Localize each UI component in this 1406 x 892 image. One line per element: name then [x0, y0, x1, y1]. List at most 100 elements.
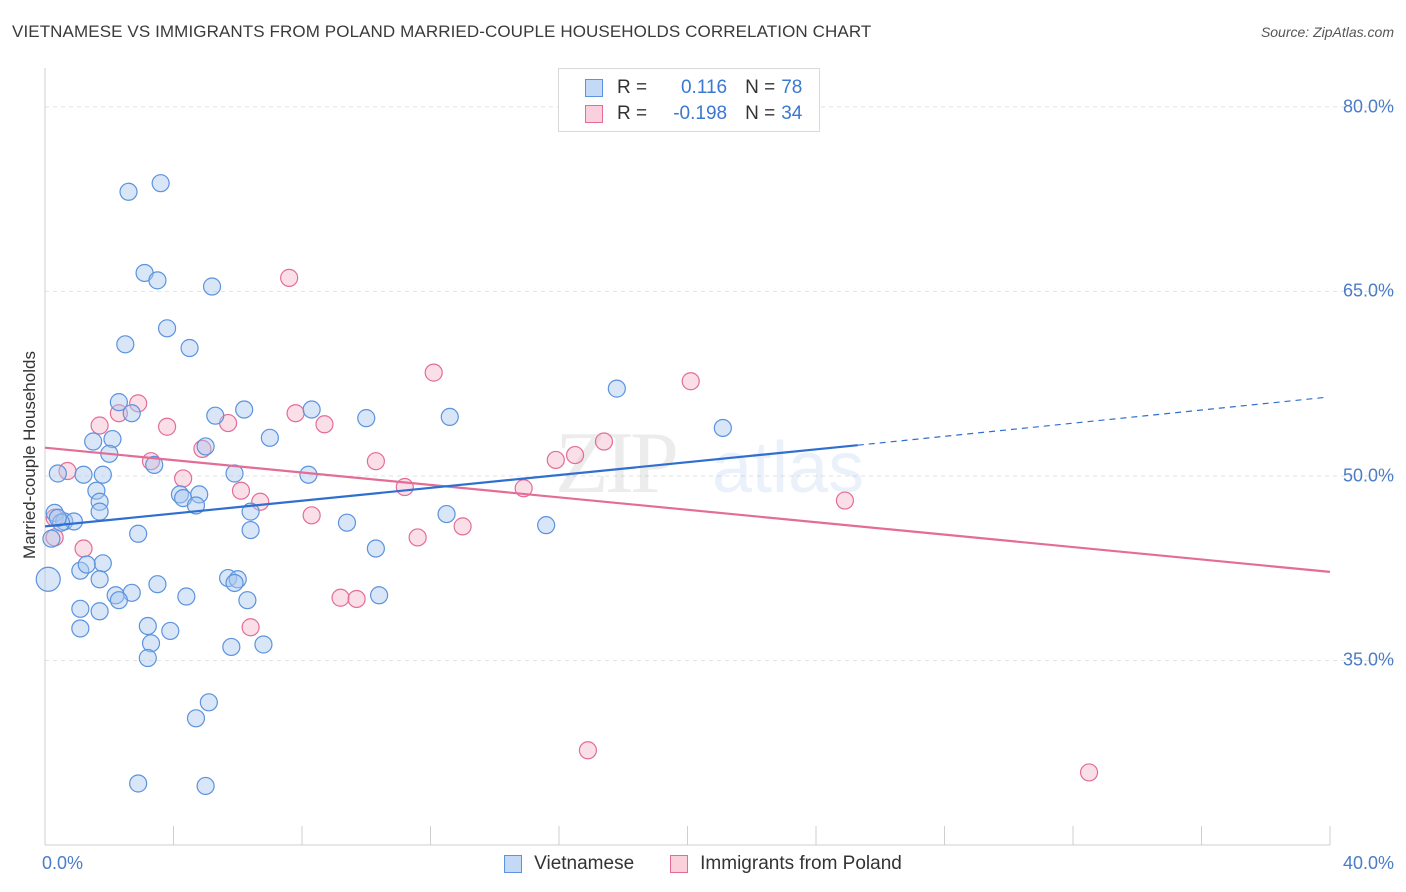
vietnamese-point — [48, 464, 67, 483]
poland-trend-line — [44, 446, 1331, 573]
vietnamese-point — [71, 619, 90, 638]
poland-point — [835, 491, 855, 510]
vietnamese-point — [186, 709, 206, 728]
legend-item-poland[interactable]: Immigrants from Poland — [670, 853, 902, 875]
vietnamese-point — [103, 429, 122, 449]
vietnamese-point — [607, 379, 626, 398]
vietnamese-point — [138, 616, 157, 636]
vietnamese-point — [199, 693, 218, 712]
vietnamese-point — [129, 524, 148, 543]
vietnamese-point — [241, 520, 260, 540]
trend-lines — [44, 396, 1331, 573]
poland-point — [241, 618, 260, 637]
vietnamese-point — [84, 432, 103, 451]
x-tick-min: 0.0% — [42, 853, 84, 873]
axes — [44, 68, 1331, 846]
poland-point — [366, 452, 385, 471]
gridlines — [45, 106, 1395, 661]
vietnamese-point — [74, 465, 93, 484]
vietnamese-point — [440, 407, 459, 427]
vietnamese-point — [148, 575, 167, 594]
poland-point — [174, 469, 193, 488]
vietnamese-point — [260, 428, 279, 447]
source-label: Source: ZipAtlas.com — [1260, 24, 1394, 40]
vietnamese-point — [222, 637, 241, 657]
legend-r-label: R = — [617, 77, 648, 98]
legend-n-label: N = — [745, 77, 776, 98]
poland-point — [408, 528, 427, 547]
vietnamese-point — [357, 409, 376, 428]
vietnamese-point — [196, 437, 215, 456]
vietnamese-point — [141, 634, 161, 653]
y-tick-label: 35.0% — [1342, 649, 1394, 670]
poland-point — [1079, 763, 1099, 782]
vietnamese-point — [157, 319, 177, 338]
vietnamese-point — [122, 404, 141, 423]
poland-point — [231, 481, 251, 500]
legend-swatch-pink — [670, 855, 689, 873]
y-tick-label: 80.0% — [1342, 96, 1394, 117]
legend-n-value: 78 — [781, 77, 803, 98]
vietnamese-point — [35, 566, 61, 592]
chart-title: VIETNAMESE VS IMMIGRANTS FROM POLAND MAR… — [12, 22, 872, 41]
poland-point — [129, 394, 148, 413]
legend-n-label: N = — [745, 103, 776, 124]
vietnamese-point — [77, 555, 96, 574]
y-tick-label: 65.0% — [1342, 280, 1394, 301]
vietnamese-point — [71, 599, 90, 618]
poland-point — [594, 432, 614, 451]
legend-r-value: 0.116 — [680, 77, 728, 98]
vietnamese-point — [138, 648, 157, 668]
vietnamese-point — [437, 504, 456, 524]
vietnamese-point — [90, 502, 109, 521]
legend-swatch-blue — [504, 855, 523, 873]
vietnamese-point — [119, 182, 138, 201]
legend-swatch-pink — [585, 105, 603, 123]
vietnamese-point — [254, 635, 273, 654]
poland-point — [347, 589, 366, 609]
vietnamese-point — [151, 174, 170, 193]
vietnamese-point — [238, 591, 257, 610]
legend-label: Vietnamese — [534, 853, 635, 874]
vietnamese-point — [109, 393, 128, 412]
series-legend: Vietnamese Immigrants from Poland — [0, 853, 1406, 875]
legend-item-vietnamese[interactable]: Vietnamese — [504, 853, 634, 875]
poland-point — [74, 539, 93, 558]
vietnamese-point — [370, 586, 389, 605]
vietnamese-point — [129, 774, 148, 793]
legend-row-poland: R = -0.198 N = 34 — [585, 103, 802, 125]
vietnamese-point — [225, 573, 244, 593]
legend-n-value: 34 — [781, 103, 803, 124]
vietnamese-point — [90, 570, 109, 589]
vietnamese-point — [51, 513, 71, 532]
poland-point — [681, 372, 700, 391]
poland-point — [315, 415, 334, 434]
legend-r-label: R = — [617, 103, 648, 124]
poland-point — [546, 450, 565, 470]
vietnamese-point — [713, 418, 732, 438]
vietnamese-point — [87, 481, 106, 500]
vietnamese-point — [180, 338, 199, 358]
x-tick-max: 40.0% — [1342, 853, 1394, 873]
vietnamese-point — [161, 621, 180, 641]
vietnamese-point — [537, 516, 556, 535]
vietnamese-point — [48, 508, 67, 527]
vietnamese-point — [186, 496, 206, 515]
vietnamese-point — [196, 776, 215, 796]
poland-point — [453, 517, 472, 536]
vietnamese-point — [42, 529, 61, 548]
y-tick-label: 50.0% — [1342, 465, 1394, 486]
poland-point — [90, 416, 109, 435]
vietnamese-point — [93, 554, 112, 573]
vietnamese-trend-line — [44, 444, 858, 528]
poland-point — [565, 445, 585, 465]
vietnamese-point — [366, 539, 385, 558]
vietnamese-point — [116, 335, 135, 354]
legend-label: Immigrants from Poland — [700, 853, 902, 874]
poland-point — [424, 363, 443, 382]
legend-r-value: -0.198 — [673, 103, 728, 124]
vietnamese-point — [177, 587, 196, 606]
poland-point — [578, 741, 598, 760]
vietnamese-point — [235, 400, 254, 419]
